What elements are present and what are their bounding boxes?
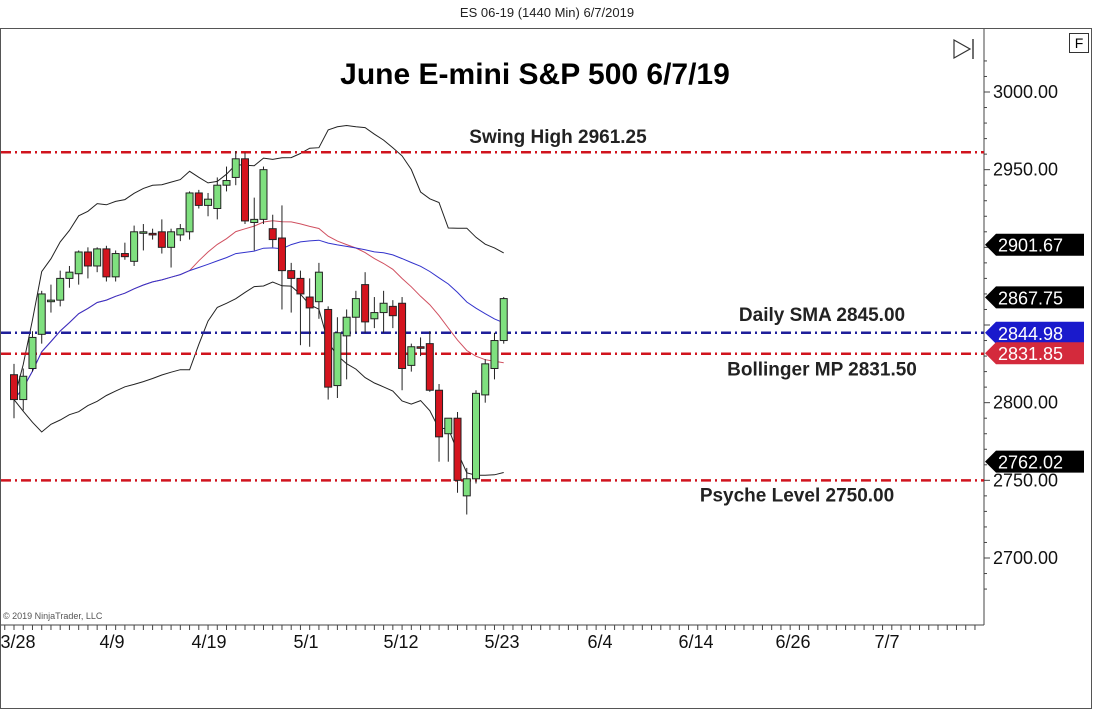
candle	[324, 308, 333, 388]
price-marker	[985, 233, 1084, 256]
x-tick-label: 6/14	[678, 632, 713, 652]
price-marker-label: 2901.67	[998, 236, 1063, 256]
level-label: Psyche Level 2750.00	[700, 485, 894, 506]
candle	[388, 305, 397, 317]
candle	[287, 270, 296, 279]
candle	[56, 277, 65, 301]
candle	[28, 336, 37, 369]
candle	[83, 251, 92, 267]
x-tick-label: 5/1	[293, 632, 318, 652]
candle	[499, 298, 508, 342]
f-button[interactable]: F	[1069, 33, 1089, 53]
y-tick-label: 3000.00	[993, 82, 1058, 102]
copyright-notice: © 2019 NinjaTrader, LLC	[3, 611, 103, 621]
candle	[148, 232, 157, 236]
candle	[462, 478, 471, 497]
y-tick-label: 2800.00	[993, 393, 1058, 413]
price-marker-label: 2867.75	[998, 288, 1063, 308]
candle	[139, 231, 148, 234]
candle	[333, 332, 342, 387]
candle	[111, 253, 120, 278]
candle	[19, 375, 28, 401]
price-marker	[985, 450, 1084, 473]
candle	[65, 271, 74, 279]
candle	[453, 417, 462, 481]
y-tick-label: 2950.00	[993, 160, 1058, 180]
y-tick-label: 2700.00	[993, 548, 1058, 568]
level-label: Daily SMA 2845.00	[739, 305, 905, 326]
candle	[490, 340, 499, 369]
candle	[176, 228, 185, 236]
candle	[425, 343, 434, 391]
level-label: Bollinger MP 2831.50	[727, 360, 917, 381]
candle	[407, 346, 416, 366]
candle	[231, 158, 240, 178]
candle	[74, 251, 83, 275]
candle	[435, 389, 444, 438]
candle	[398, 302, 407, 369]
candle	[46, 299, 55, 303]
candle	[241, 158, 249, 222]
candle	[259, 169, 268, 220]
candle	[157, 231, 166, 248]
candle	[305, 296, 314, 309]
candle	[167, 231, 176, 248]
level-label: Swing High 2961.25	[469, 127, 647, 148]
candle	[102, 248, 111, 278]
candle	[444, 417, 453, 435]
candle	[277, 237, 286, 272]
candle	[130, 231, 139, 262]
candle	[93, 248, 102, 267]
price-marker	[985, 286, 1084, 309]
candle	[222, 180, 231, 186]
candle	[370, 312, 379, 320]
candle	[194, 192, 203, 206]
x-tick-label: 5/12	[383, 632, 418, 652]
candle	[472, 392, 480, 480]
bollinger-lower-band	[13, 281, 504, 476]
x-tick-label: 4/9	[99, 632, 124, 652]
candle	[416, 346, 425, 349]
chart-title: June E-mini S&P 500 6/7/19	[340, 58, 730, 91]
x-tick-label: 3/28	[0, 632, 35, 652]
candle	[10, 374, 18, 401]
daily-sma	[13, 239, 504, 400]
candle	[268, 228, 277, 241]
candle	[250, 218, 259, 223]
candle	[379, 302, 388, 314]
candle	[204, 198, 213, 206]
candle	[361, 284, 370, 323]
bollinger-upper-band	[13, 124, 504, 400]
candle	[481, 363, 490, 396]
candle	[120, 253, 129, 258]
x-tick-label: 6/26	[775, 632, 810, 652]
candle	[351, 298, 360, 318]
scroll-to-end-icon[interactable]	[953, 38, 974, 60]
candle	[314, 271, 323, 303]
candle	[296, 277, 305, 295]
candle	[213, 184, 222, 209]
price-marker-label: 2762.02	[998, 453, 1063, 473]
price-marker-label: 2844.98	[998, 324, 1063, 344]
x-tick-label: 5/23	[484, 632, 519, 652]
candle	[37, 293, 46, 335]
candle	[342, 316, 351, 337]
candle	[185, 192, 194, 233]
price-marker	[985, 321, 1084, 344]
x-tick-label: 7/7	[874, 632, 899, 652]
chart-panel[interactable]	[0, 28, 1092, 709]
window-title: ES 06-19 (1440 Min) 6/7/2019	[459, 5, 635, 20]
price-marker	[985, 342, 1084, 365]
y-tick-label: 2750.00	[993, 470, 1058, 490]
x-tick-label: 6/4	[587, 632, 612, 652]
price-marker-label: 2831.85	[998, 344, 1063, 364]
x-tick-label: 4/19	[191, 632, 226, 652]
